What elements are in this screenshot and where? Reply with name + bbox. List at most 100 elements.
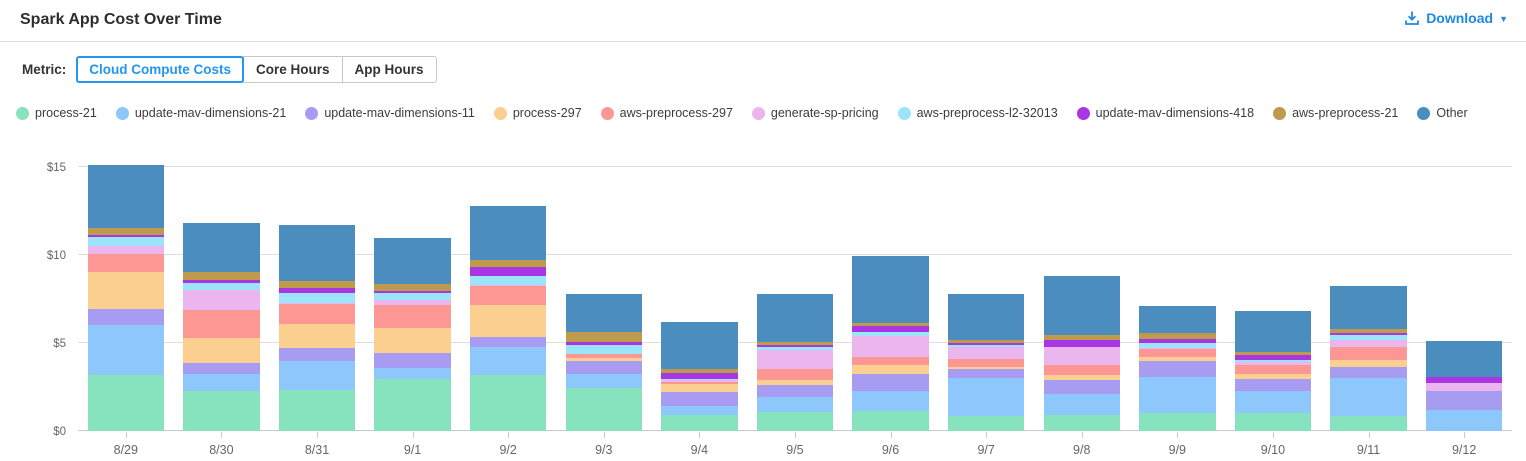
stacked-bar-9/9[interactable] [1139, 306, 1216, 431]
bar-segment-update-mav-dimensions-11[interactable] [183, 363, 260, 374]
stacked-bar-8/31[interactable] [278, 225, 356, 431]
bar-segment-process-297[interactable] [374, 328, 451, 353]
bar-segment-aws-preprocess-l2-32013[interactable] [852, 332, 929, 336]
bar-segment-update-mav-dimensions-21[interactable] [565, 373, 642, 388]
bar-segment-aws-preprocess-l2-32013[interactable] [87, 237, 165, 247]
bar-segment-update-mav-dimensions-11[interactable] [374, 352, 451, 368]
bar-segment-update-mav-dimensions-21[interactable] [661, 405, 738, 416]
bar-segment-aws-preprocess-297[interactable] [661, 381, 738, 385]
bar-segment-process-297[interactable] [1330, 359, 1407, 367]
bar-segment-process-21[interactable] [469, 374, 547, 431]
bar-segment-process-21[interactable] [1043, 415, 1120, 431]
bar-segment-Other[interactable] [87, 165, 165, 228]
bar-segment-generate-sp-pricing[interactable] [374, 299, 451, 306]
stacked-bar-9/2[interactable] [469, 205, 547, 431]
legend-item-process-21[interactable]: process-21 [16, 106, 97, 120]
bar-segment-update-mav-dimensions-418[interactable] [947, 343, 1025, 345]
bar-segment-process-297[interactable] [1234, 373, 1312, 380]
bar-segment-aws-preprocess-l2-32013[interactable] [1043, 346, 1120, 348]
bar-segment-aws-preprocess-l2-32013[interactable] [756, 346, 834, 351]
tab-app-hours[interactable]: App Hours [341, 56, 437, 83]
bar-segment-aws-preprocess-l2-32013[interactable] [374, 292, 451, 300]
bar-segment-aws-preprocess-297[interactable] [1330, 347, 1407, 360]
bar-segment-generate-sp-pricing[interactable] [756, 350, 834, 369]
bar-segment-Other[interactable] [183, 223, 260, 272]
bar-segment-update-mav-dimensions-11[interactable] [469, 336, 547, 348]
bar-segment-update-mav-dimensions-418[interactable] [374, 291, 451, 293]
bar-segment-aws-preprocess-l2-32013[interactable] [661, 379, 738, 381]
bar-segment-process-21[interactable] [756, 411, 834, 431]
bar-segment-generate-sp-pricing[interactable] [1330, 339, 1407, 348]
bar-segment-update-mav-dimensions-418[interactable] [661, 373, 738, 380]
bar-segment-Other[interactable] [374, 237, 451, 285]
bar-segment-update-mav-dimensions-11[interactable] [1139, 360, 1216, 378]
bar-segment-update-mav-dimensions-21[interactable] [756, 396, 834, 412]
bar-segment-Other[interactable] [1425, 341, 1503, 378]
bar-segment-generate-sp-pricing[interactable] [565, 353, 642, 355]
bar-segment-aws-preprocess-21[interactable] [1330, 329, 1407, 334]
bar-segment-aws-preprocess-21[interactable] [1234, 351, 1312, 355]
bar-segment-aws-preprocess-21[interactable] [87, 227, 165, 235]
bar-segment-process-297[interactable] [661, 384, 738, 393]
bar-segment-Other[interactable] [565, 293, 642, 332]
bar-segment-aws-preprocess-297[interactable] [852, 357, 929, 366]
bar-segment-aws-preprocess-297[interactable] [183, 309, 260, 338]
bar-segment-aws-preprocess-297[interactable] [947, 358, 1025, 367]
bar-segment-Other[interactable] [1234, 310, 1312, 352]
stacked-bar-9/11[interactable] [1330, 285, 1407, 431]
bar-segment-aws-preprocess-21[interactable] [852, 322, 929, 327]
legend-item-process-297[interactable]: process-297 [493, 106, 582, 120]
bar-segment-update-mav-dimensions-11[interactable] [852, 373, 929, 391]
bar-segment-update-mav-dimensions-21[interactable] [1330, 378, 1407, 417]
bar-segment-update-mav-dimensions-11[interactable] [1043, 379, 1120, 395]
bar-segment-process-297[interactable] [1139, 357, 1216, 361]
bar-segment-Other[interactable] [1330, 285, 1407, 329]
bar-segment-aws-preprocess-297[interactable] [87, 254, 165, 272]
bar-segment-process-297[interactable] [87, 271, 165, 309]
bar-segment-Other[interactable] [1043, 276, 1120, 336]
bar-segment-update-mav-dimensions-21[interactable] [1043, 394, 1120, 416]
bar-segment-aws-preprocess-297[interactable] [1139, 349, 1216, 358]
bar-segment-aws-preprocess-21[interactable] [374, 284, 451, 292]
bar-segment-process-21[interactable] [1330, 416, 1407, 431]
bar-segment-update-mav-dimensions-418[interactable] [1425, 377, 1503, 383]
bar-segment-generate-sp-pricing[interactable] [661, 380, 738, 382]
stacked-bar-9/10[interactable] [1234, 310, 1312, 431]
bar-segment-update-mav-dimensions-11[interactable] [1234, 379, 1312, 391]
legend-item-Other[interactable]: Other [1417, 106, 1468, 120]
bar-segment-generate-sp-pricing[interactable] [1043, 347, 1120, 366]
stacked-bar-9/8[interactable] [1043, 276, 1120, 431]
bar-segment-aws-preprocess-l2-32013[interactable] [1330, 335, 1407, 340]
bar-segment-aws-preprocess-297[interactable] [469, 285, 547, 306]
bar-segment-update-mav-dimensions-418[interactable] [87, 234, 165, 238]
tab-core-hours[interactable]: Core Hours [243, 56, 343, 83]
stacked-bar-9/7[interactable] [947, 293, 1025, 431]
legend-item-aws-preprocess-21[interactable]: aws-preprocess-21 [1273, 106, 1398, 120]
legend-item-update-mav-dimensions-21[interactable]: update-mav-dimensions-21 [115, 106, 286, 120]
legend-item-aws-preprocess-l2-32013[interactable]: aws-preprocess-l2-32013 [897, 106, 1058, 120]
bar-segment-aws-preprocess-21[interactable] [661, 369, 738, 373]
bar-segment-generate-sp-pricing[interactable] [1425, 382, 1503, 392]
bar-segment-update-mav-dimensions-11[interactable] [756, 385, 834, 397]
bar-segment-update-mav-dimensions-11[interactable] [947, 368, 1025, 379]
bar-segment-aws-preprocess-297[interactable] [756, 368, 834, 380]
bar-segment-aws-preprocess-l2-32013[interactable] [947, 344, 1025, 348]
bar-segment-aws-preprocess-21[interactable] [565, 331, 642, 343]
bar-segment-update-mav-dimensions-11[interactable] [1330, 366, 1407, 379]
bar-segment-aws-preprocess-297[interactable] [374, 305, 451, 329]
bar-segment-Other[interactable] [756, 293, 834, 343]
bar-segment-Other[interactable] [852, 255, 929, 323]
bar-segment-process-21[interactable] [661, 415, 738, 431]
bar-segment-update-mav-dimensions-21[interactable] [469, 347, 547, 375]
bar-segment-update-mav-dimensions-418[interactable] [469, 267, 547, 277]
bar-segment-update-mav-dimensions-418[interactable] [756, 344, 834, 347]
bar-segment-aws-preprocess-21[interactable] [469, 260, 547, 268]
bar-segment-aws-preprocess-21[interactable] [278, 280, 356, 288]
bar-segment-update-mav-dimensions-418[interactable] [278, 287, 356, 293]
bar-segment-update-mav-dimensions-21[interactable] [1425, 409, 1503, 431]
legend-item-aws-preprocess-297[interactable]: aws-preprocess-297 [600, 106, 733, 120]
bar-segment-generate-sp-pricing[interactable] [852, 336, 929, 358]
stacked-bar-9/5[interactable] [756, 293, 834, 431]
bar-segment-update-mav-dimensions-21[interactable] [1234, 390, 1312, 413]
stacked-bar-8/30[interactable] [183, 223, 260, 431]
